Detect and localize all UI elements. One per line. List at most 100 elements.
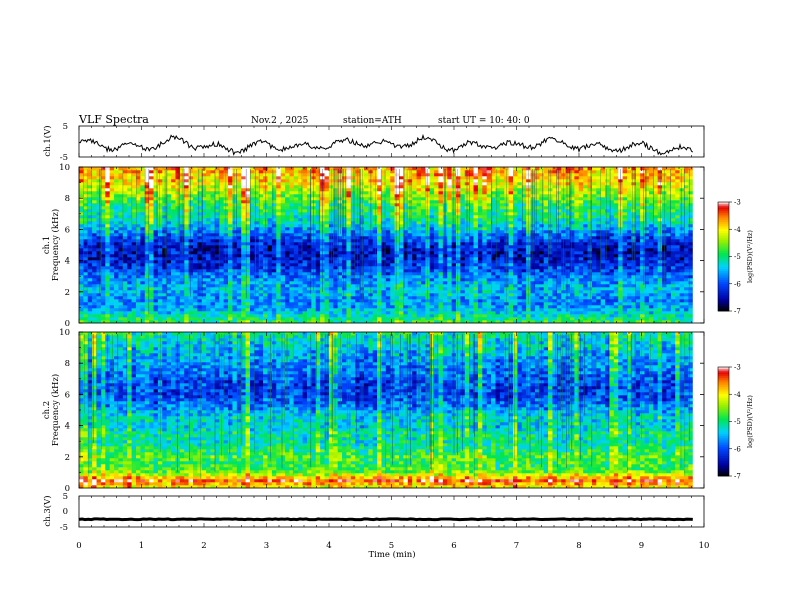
spectrogram-cell (346, 299, 352, 303)
spectrogram-cell (197, 284, 203, 288)
spectrogram-cell (359, 293, 365, 297)
spectrogram-cell (315, 227, 321, 231)
spectrogram-cell (135, 293, 141, 297)
spectrogram-cell (302, 239, 308, 243)
spectrogram-cell (166, 233, 172, 237)
spectrogram-cell (491, 185, 496, 189)
spectrogram-cell (306, 197, 312, 201)
spectrogram-cell (486, 266, 492, 270)
spectrogram-cell (87, 227, 93, 231)
spectrogram-cell (324, 233, 330, 237)
spectrogram-cell (324, 221, 330, 225)
spectrogram-cell (285, 290, 290, 294)
spectrogram-cell (320, 311, 325, 315)
spectrogram-cell (245, 239, 251, 243)
spectrogram-cell (359, 185, 365, 189)
spectrogram-cell (324, 317, 330, 321)
spectrogram-cell (109, 242, 115, 246)
spectrogram-cell (241, 176, 246, 180)
spectrogram-cell (105, 311, 110, 315)
spectrogram-cell (337, 218, 343, 222)
spectrogram-cell (473, 209, 479, 213)
spectrogram-cell (315, 233, 321, 237)
spectrogram-cell (118, 218, 124, 222)
spectrogram-cell (184, 242, 189, 246)
spectrogram-cell (293, 275, 299, 279)
spectrogram-cell (293, 209, 299, 213)
spectrogram-cell (451, 218, 457, 222)
spectrogram-cell (254, 239, 260, 243)
spectrogram-cell (381, 320, 387, 324)
spectrogram-cell (114, 305, 119, 309)
spectrogram-cell (162, 194, 167, 198)
spectrogram-cell (249, 194, 255, 198)
spectrogram-cell (109, 233, 115, 237)
spectrogram-cell (96, 308, 102, 312)
spectrogram-cell (206, 284, 211, 288)
spectrogram-cell (100, 308, 106, 312)
spectrogram-cell (495, 317, 501, 321)
spectrogram-cell (473, 203, 479, 207)
spectrogram-cell (399, 245, 404, 249)
spectrogram-cell (460, 263, 466, 267)
spectrogram-cell (420, 311, 426, 315)
spectrogram-cell (254, 284, 260, 288)
spectrogram-cell (254, 290, 260, 294)
spectrogram-cell (363, 293, 369, 297)
spectrogram-cell (192, 239, 198, 243)
spectrogram-cell (302, 281, 308, 285)
spectrogram-cell (258, 245, 264, 249)
spectrogram-cell (109, 179, 115, 183)
spectrogram-cell (420, 230, 426, 234)
spectrogram-cell (293, 317, 299, 321)
spectrogram-cell (96, 290, 102, 294)
spectrogram-cell (469, 305, 474, 309)
spectrogram-cell (293, 296, 299, 300)
spectrogram-cell (464, 317, 470, 321)
spectrogram-cell (276, 176, 281, 180)
spectrogram-cell (258, 188, 264, 192)
spectrogram-cell (495, 311, 501, 315)
spectrogram-cell (162, 287, 167, 291)
spectrogram-cell (83, 251, 89, 255)
spectrogram-cell (464, 272, 470, 276)
spectrogram-cell (157, 227, 163, 231)
spectrogram-cell (381, 236, 387, 240)
spectrogram-cell (390, 167, 395, 171)
spectrogram-cell (342, 305, 347, 309)
spectrogram-cell (228, 281, 233, 285)
spectrogram-cell (293, 308, 299, 312)
spectrogram-cell (460, 269, 466, 273)
spectrogram-cell (236, 311, 242, 315)
spectrogram-cell (456, 203, 461, 207)
spectrogram-cell (486, 242, 492, 246)
spectrogram-cell (157, 299, 163, 303)
spectrogram-cell (254, 293, 260, 297)
spectrogram-cell (79, 257, 84, 261)
spectrogram-cell (179, 299, 185, 303)
spectrogram-cell (280, 293, 286, 297)
spectrogram-cell (83, 260, 89, 264)
spectrogram-cell (429, 188, 435, 192)
spectrogram-cell (302, 314, 308, 318)
spectrogram-cell (460, 254, 466, 258)
spectrogram-cell (228, 185, 233, 189)
spectrogram-cell (135, 320, 141, 324)
spectrogram-cell (232, 308, 238, 312)
spectrogram-cell (144, 239, 150, 243)
spectrogram-cell (249, 215, 255, 219)
spectrogram-cell (447, 269, 452, 273)
spectrogram-cell (258, 167, 264, 171)
spectrogram-cell (175, 170, 181, 174)
spectrogram-cell (254, 320, 260, 324)
spectrogram-cell (118, 185, 124, 189)
spectrogram-cell (83, 173, 89, 177)
spectrogram-cell (381, 170, 387, 174)
spectrogram-cell (206, 305, 211, 309)
spectrogram-cell (390, 284, 395, 288)
spectrogram-cell (438, 257, 444, 261)
spectrogram-cell (280, 236, 286, 240)
spectrogram-cell (249, 284, 255, 288)
spectrogram-cell (486, 305, 492, 309)
spectrogram-cell (210, 290, 216, 294)
